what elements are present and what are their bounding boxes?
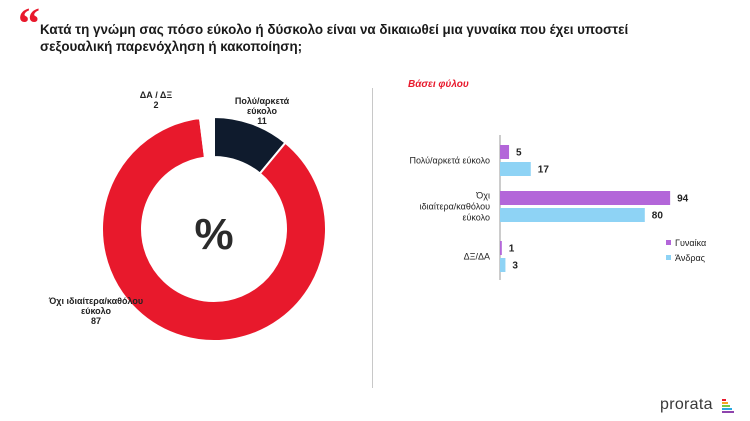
bar-value-label: 1 [509, 244, 515, 255]
panel-divider [372, 88, 373, 388]
bar-value-label: 94 [677, 194, 689, 205]
bar-value-label: 17 [538, 165, 550, 176]
legend-swatch [666, 255, 671, 260]
bar-2-1 [500, 258, 506, 272]
logo-bar [722, 408, 732, 410]
bar-value-label: 80 [652, 211, 664, 222]
category-label: ιδιαίτερα/καθόλου [420, 202, 490, 212]
bar-1-1 [500, 208, 645, 222]
legend-swatch [666, 240, 671, 245]
donut-label-line: εύκολο [247, 106, 278, 116]
category-label: Πολύ/αρκετά εύκολο [409, 156, 490, 166]
donut-slice [101, 116, 327, 342]
donut-label-value: 87 [91, 316, 101, 326]
bar-0-0 [500, 145, 510, 159]
gender-subtitle: Βάσει φύλου [408, 79, 469, 90]
donut-label-line: ΔΑ / ΔΞ [140, 90, 173, 100]
bar-2-0 [500, 241, 502, 255]
bar-value-label: 5 [516, 148, 522, 159]
legend-label: Άνδρας [675, 253, 706, 263]
bar-0-1 [500, 162, 531, 176]
donut-label-line: Όχι ιδιαίτερα/καθόλου [48, 296, 143, 306]
donut-slice [198, 115, 215, 159]
bar-value-label: 3 [512, 261, 518, 272]
prorata-logo: prorata [660, 396, 713, 413]
legend-label: Γυναίκα [675, 238, 706, 248]
donut-center-label: % [194, 210, 233, 259]
category-label: εύκολο [462, 213, 490, 223]
bar-1-0 [500, 191, 671, 205]
logo-bar [722, 405, 730, 407]
logo-bar [722, 399, 726, 401]
logo-bar [722, 411, 734, 413]
donut-label-value: 2 [153, 100, 158, 110]
donut-label-line: Πολύ/αρκετά [235, 96, 290, 106]
donut-label-line: εύκολο [81, 306, 112, 316]
question-title: Κατά τη γνώμη σας πόσο εύκολο ή δύσκολο … [40, 22, 629, 54]
category-label: Όχι [475, 191, 490, 201]
category-label: ΔΞ/ΔΑ [464, 252, 490, 262]
logo-bars-icon [722, 399, 734, 413]
quote-mark: “ [18, 0, 40, 48]
donut-label-value: 11 [257, 116, 267, 126]
logo-bar [722, 402, 728, 404]
